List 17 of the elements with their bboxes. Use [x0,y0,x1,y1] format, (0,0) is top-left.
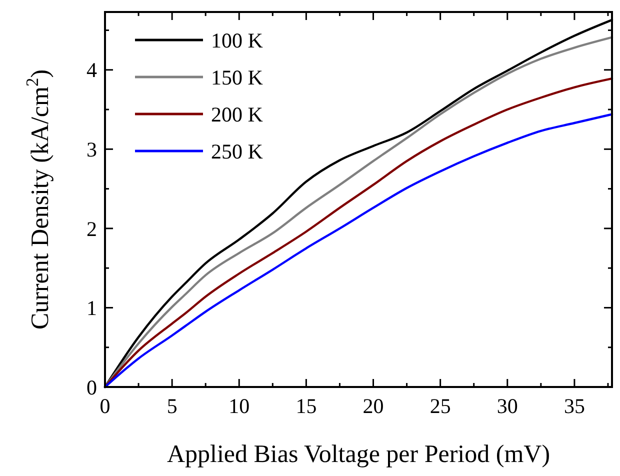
x-tick-label: 15 [296,394,317,418]
x-tick-label: 20 [362,394,384,418]
y-tick-label: 4 [86,58,98,82]
y-tick-label: 0 [86,375,97,400]
x-axis-title: Applied Bias Voltage per Period (mV) [166,441,550,468]
y-tick-label: 1 [86,296,97,320]
x-tick-label: 5 [166,394,178,418]
y-tick-label: 3 [86,138,97,162]
x-tick-label: 25 [430,394,451,418]
legend-label: 150 K [211,65,263,90]
x-tick-label: 35 [564,394,585,418]
legend-label: 200 K [211,102,263,126]
x-tick-label: 30 [496,394,518,418]
x-tick-label: 10 [228,394,250,418]
legend-label: 250 K [211,139,263,164]
y-tick-label: 2 [86,216,97,241]
legend-label: 100 K [211,28,263,52]
